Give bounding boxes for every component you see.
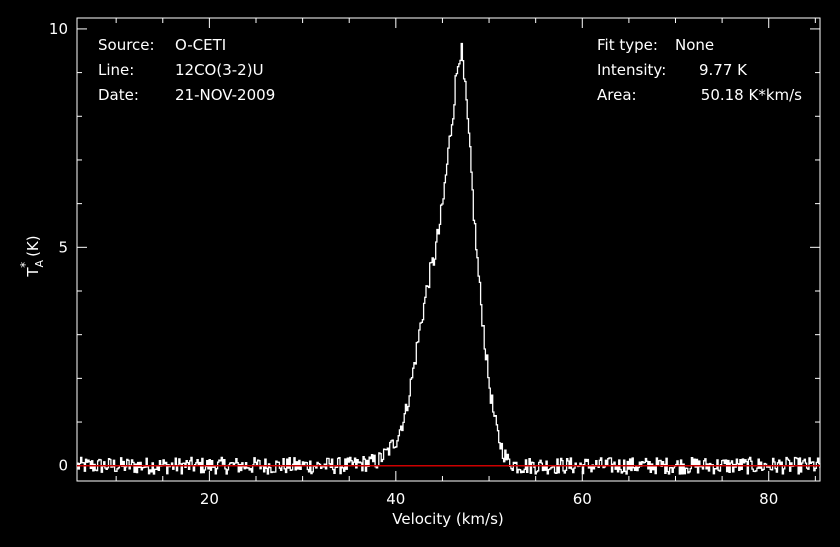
series-layer	[77, 42, 821, 475]
y-axis-label-sub: A	[33, 259, 46, 267]
fit-type-key: Fit type:	[597, 36, 658, 54]
area-value: 50.18 K*km/s	[701, 86, 802, 104]
source-value: O-CETI	[175, 36, 226, 54]
x-tick-label-20: 20	[200, 490, 219, 508]
spectrum-line	[77, 42, 821, 475]
intensity-value: 9.77 K	[699, 61, 748, 79]
y-tick-label-5: 5	[58, 238, 68, 256]
date-value: 21-NOV-2009	[175, 86, 275, 104]
intensity-key: Intensity:	[597, 61, 666, 79]
source-key: Source:	[98, 36, 155, 54]
area-key: Area:	[597, 86, 637, 104]
plot-frame	[76, 17, 821, 482]
line-value: 12CO(3-2)U	[175, 61, 264, 79]
y-axis-label: TA* (K)	[18, 235, 46, 277]
y-tick-label-0: 0	[58, 457, 68, 475]
x-tick-label-80: 80	[759, 490, 778, 508]
line-key: Line:	[98, 61, 134, 79]
plot-border	[76, 17, 821, 482]
axis-ticks	[77, 18, 820, 481]
y-tick-label-10: 10	[49, 20, 68, 38]
y-axis-label-unit: (K)	[24, 235, 42, 257]
y-axis-label-main: T	[24, 267, 42, 278]
x-tick-label-40: 40	[386, 490, 405, 508]
x-tick-label-60: 60	[573, 490, 592, 508]
x-axis-label: Velocity (km/s)	[392, 510, 503, 528]
fit-type-value: None	[675, 36, 714, 54]
y-axis-label-sup: *	[18, 262, 32, 268]
date-key: Date:	[98, 86, 139, 104]
